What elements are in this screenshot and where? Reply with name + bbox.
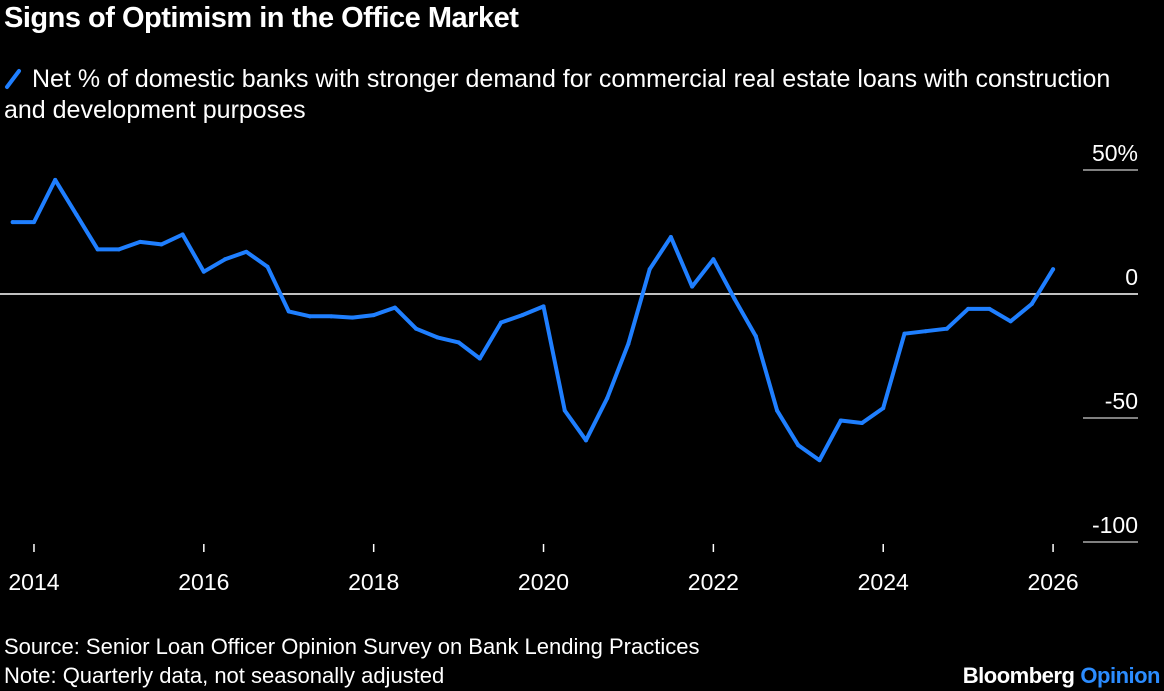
data-point — [541, 304, 546, 309]
series-line — [10, 177, 1056, 463]
brand-logo: Bloomberg Opinion — [962, 663, 1161, 689]
data-point — [265, 264, 270, 269]
data-point — [477, 356, 482, 361]
data-point — [95, 247, 100, 252]
data-point — [456, 340, 461, 345]
y-tick-label: 50% — [1092, 140, 1138, 166]
data-point — [201, 269, 206, 274]
chart-title: Signs of Optimism in the Office Market — [4, 2, 519, 34]
data-point — [53, 177, 58, 182]
data-point — [116, 247, 121, 252]
data-point — [796, 443, 801, 448]
y-tick-label: 0 — [1125, 264, 1138, 290]
data-point — [159, 242, 164, 247]
data-point — [838, 418, 843, 423]
legend-swatch — [5, 69, 21, 89]
data-point — [1029, 301, 1034, 306]
x-tick-label: 2014 — [8, 569, 59, 595]
data-point — [690, 284, 695, 289]
data-point — [1051, 267, 1056, 272]
data-point — [499, 320, 504, 325]
data-point — [244, 249, 249, 254]
data-point — [605, 396, 610, 401]
data-point — [881, 406, 886, 411]
brand-name: Bloomberg — [962, 663, 1075, 688]
data-point — [711, 257, 716, 262]
data-note: Note: Quarterly data, not seasonally adj… — [4, 663, 445, 688]
y-tick-label: -50 — [1105, 388, 1138, 414]
data-point — [966, 306, 971, 311]
data-point — [223, 257, 228, 262]
data-point — [520, 313, 525, 318]
x-tick-label: 2016 — [178, 569, 229, 595]
data-point — [902, 331, 907, 336]
data-point — [286, 309, 291, 314]
data-point — [1008, 319, 1013, 324]
data-point — [329, 314, 334, 319]
data-point — [138, 239, 143, 244]
data-point — [371, 313, 376, 318]
data-point — [668, 234, 673, 239]
legend-label: Net % of domestic banks with stronger de… — [4, 65, 1111, 124]
y-tick-label: -100 — [1092, 512, 1138, 538]
data-point — [775, 408, 780, 413]
data-point — [859, 420, 864, 425]
x-tick-label: 2020 — [518, 569, 569, 595]
data-point — [944, 326, 949, 331]
data-point — [414, 326, 419, 331]
x-tick-label: 2018 — [348, 569, 399, 595]
data-point — [307, 314, 312, 319]
x-tick-label: 2024 — [858, 569, 909, 595]
data-point — [987, 306, 992, 311]
data-point — [817, 458, 822, 463]
data-point — [626, 341, 631, 346]
data-point — [392, 305, 397, 310]
data-point — [923, 329, 928, 334]
data-point — [10, 220, 15, 225]
data-point — [435, 335, 440, 340]
data-point — [753, 334, 758, 339]
legend: Net % of domestic banks with stronger de… — [4, 64, 1154, 126]
x-tick-label: 2026 — [1027, 569, 1078, 595]
data-point — [732, 296, 737, 301]
data-point — [350, 315, 355, 320]
data-point — [647, 267, 652, 272]
data-point — [180, 232, 185, 237]
data-point — [583, 438, 588, 443]
source-note: Source: Senior Loan Officer Opinion Surv… — [4, 634, 700, 659]
data-point — [31, 220, 36, 225]
brand-opinion: Opinion — [1080, 663, 1160, 688]
data-point — [562, 408, 567, 413]
data-point — [74, 212, 79, 217]
x-tick-label: 2022 — [688, 569, 739, 595]
